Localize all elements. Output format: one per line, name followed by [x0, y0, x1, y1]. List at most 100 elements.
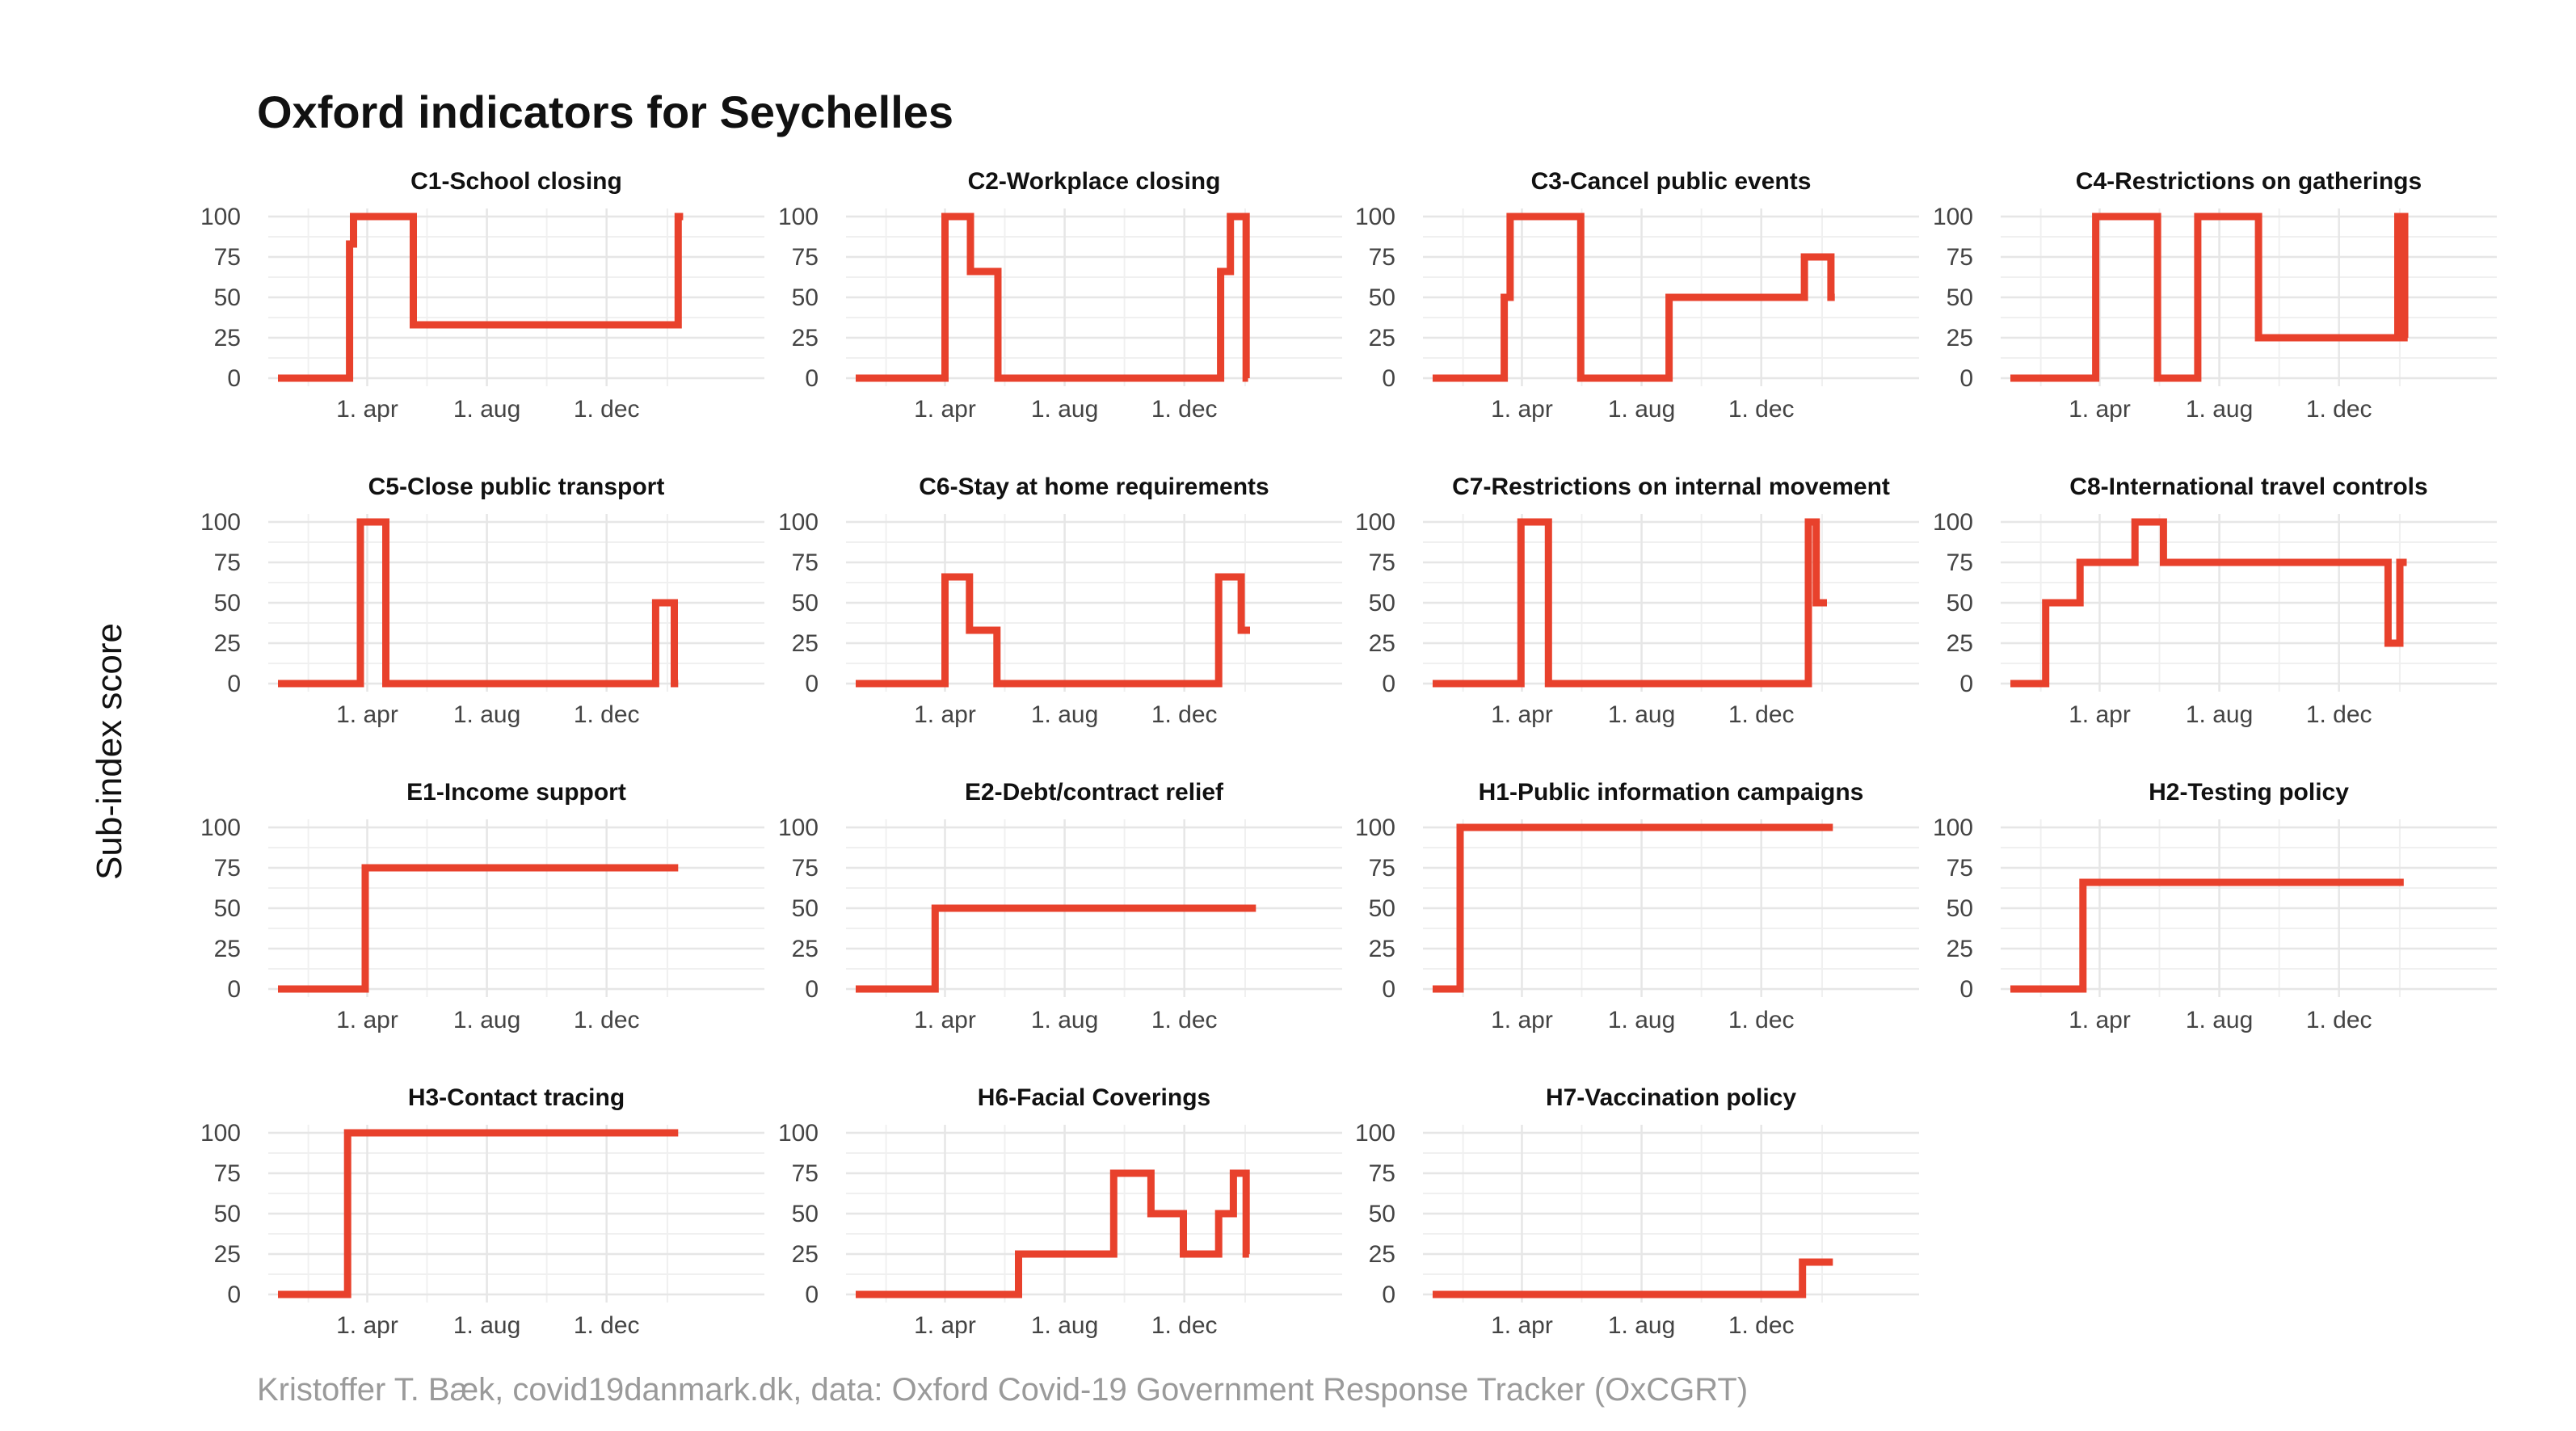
- series-line: [856, 573, 1250, 688]
- y-tick-label: 0: [1382, 671, 1395, 697]
- y-tick-label: 75: [792, 855, 819, 882]
- panel-title: H7-Vaccination policy: [1546, 1084, 1796, 1111]
- series-line: [278, 213, 684, 382]
- y-tick-label: 50: [1369, 590, 1395, 617]
- y-tick-label: 25: [214, 325, 241, 351]
- y-tick-label: 75: [214, 244, 241, 271]
- panel-3: C3-Cancel public events 0 25 50 75 100 1. apr 1…: [1355, 168, 1919, 423]
- x-tick-label: 1. aug: [1031, 1312, 1098, 1339]
- y-tick-label: 0: [227, 365, 241, 392]
- y-tick-label: 25: [1947, 325, 1973, 351]
- panel-14: H6-Facial Coverings 0 25 50 75 100 1. apr 1. au…: [778, 1084, 1342, 1339]
- series-line: [2010, 518, 2407, 688]
- y-tick-label: 50: [214, 590, 241, 617]
- y-tick-label: 50: [214, 1201, 241, 1227]
- x-tick-label: 1. dec: [2306, 701, 2372, 728]
- y-tick-label: 0: [805, 1282, 819, 1308]
- x-tick-label: 1. apr: [336, 396, 398, 423]
- panel-title: C8-International travel controls: [2069, 473, 2427, 500]
- x-tick-label: 1. dec: [574, 396, 640, 423]
- x-tick-label: 1. dec: [1151, 1312, 1218, 1339]
- x-tick-label: 1. aug: [453, 1312, 520, 1339]
- panel-12: H2-Testing policy 0 25 50 75 100 1. apr 1. aug 1…: [1933, 779, 2497, 1033]
- y-tick-label: 75: [1947, 855, 1973, 882]
- x-tick-label: 1. dec: [574, 701, 640, 728]
- x-tick-label: 1. dec: [1151, 701, 1218, 728]
- y-tick-label: 50: [792, 590, 819, 617]
- y-tick-label: 100: [200, 814, 241, 841]
- x-tick-label: 1. dec: [1728, 701, 1795, 728]
- y-tick-label: 25: [1947, 630, 1973, 657]
- y-tick-label: 75: [1947, 549, 1973, 576]
- panel-5: C5-Close public transport 0 25 50 75 100 1. ap…: [200, 473, 764, 728]
- y-tick-label: 0: [1382, 365, 1395, 392]
- y-tick-label: 50: [792, 284, 819, 311]
- x-tick-label: 1. aug: [1608, 396, 1675, 423]
- y-tick-label: 0: [805, 671, 819, 697]
- panel-15: H7-Vaccination policy 0 25 50 75 100 1. apr 1. …: [1355, 1084, 1919, 1339]
- chart-title: Oxford indicators for Seychelles: [257, 86, 953, 137]
- panel-title: H1-Public information campaigns: [1479, 779, 1864, 806]
- x-tick-label: 1. apr: [914, 1312, 976, 1339]
- panel-13: H3-Contact tracing 0 25 50 75 100 1. apr 1. aug…: [200, 1084, 764, 1339]
- y-tick-label: 25: [792, 630, 819, 657]
- y-tick-label: 75: [792, 549, 819, 576]
- panel-title: C5-Close public transport: [368, 473, 665, 500]
- y-tick-label: 25: [792, 1241, 819, 1268]
- x-tick-label: 1. apr: [336, 1312, 398, 1339]
- series-line: [856, 904, 1256, 993]
- y-tick-label: 25: [214, 936, 241, 962]
- x-tick-label: 1. dec: [2306, 1007, 2372, 1033]
- x-tick-label: 1. aug: [1608, 1007, 1675, 1033]
- x-tick-label: 1. dec: [1728, 1312, 1795, 1339]
- x-tick-label: 1. aug: [1031, 396, 1098, 423]
- x-tick-label: 1. aug: [453, 1007, 520, 1033]
- x-tick-label: 1. dec: [574, 1007, 640, 1033]
- y-tick-label: 25: [214, 1241, 241, 1268]
- series-line: [856, 1169, 1250, 1298]
- panel-title: H3-Contact tracing: [408, 1084, 625, 1111]
- y-axis-label: Sub-index score: [90, 623, 129, 880]
- x-tick-label: 1. aug: [453, 701, 520, 728]
- series-line: [1433, 213, 1835, 382]
- y-tick-label: 100: [1933, 509, 1973, 536]
- x-tick-label: 1. apr: [1491, 1007, 1553, 1033]
- y-tick-label: 0: [1382, 976, 1395, 1003]
- y-tick-label: 25: [1369, 1241, 1395, 1268]
- x-tick-label: 1. aug: [1031, 701, 1098, 728]
- x-tick-label: 1. apr: [336, 1007, 398, 1033]
- y-tick-label: 50: [792, 1201, 819, 1227]
- y-tick-label: 0: [1959, 365, 1973, 392]
- y-tick-label: 100: [200, 204, 241, 230]
- panel-4: C4-Restrictions on gatherings 0 25 50 75 100 1…: [1933, 168, 2497, 423]
- panel-title: C1-School closing: [410, 168, 622, 195]
- y-tick-label: 100: [1355, 814, 1395, 841]
- y-tick-label: 75: [1369, 1160, 1395, 1187]
- y-tick-label: 25: [792, 936, 819, 962]
- y-tick-label: 75: [1947, 244, 1973, 271]
- y-tick-label: 50: [1369, 284, 1395, 311]
- y-tick-label: 75: [1369, 549, 1395, 576]
- y-tick-label: 50: [214, 284, 241, 311]
- panel-title: E2-Debt/contract relief: [965, 779, 1224, 806]
- panel-title: E1-Income support: [406, 779, 626, 806]
- y-tick-label: 0: [227, 671, 241, 697]
- y-tick-label: 100: [778, 1120, 819, 1147]
- x-tick-label: 1. aug: [1031, 1007, 1098, 1033]
- y-tick-label: 25: [1369, 936, 1395, 962]
- y-tick-label: 0: [805, 365, 819, 392]
- x-tick-label: 1. aug: [1608, 701, 1675, 728]
- series-line: [1433, 518, 1827, 688]
- x-tick-label: 1. apr: [914, 1007, 976, 1033]
- y-tick-label: 25: [214, 630, 241, 657]
- series-line: [278, 864, 679, 993]
- panel-6: C6-Stay at home requirements 0 25 50 75 100 1.…: [778, 473, 1342, 728]
- panel-title: C7-Restrictions on internal movement: [1452, 473, 1890, 500]
- panel-title: H2-Testing policy: [2149, 779, 2349, 806]
- panel-title: C6-Stay at home requirements: [919, 473, 1269, 500]
- y-tick-label: 0: [1382, 1282, 1395, 1308]
- y-tick-label: 50: [1947, 590, 1973, 617]
- y-tick-label: 100: [1933, 814, 1973, 841]
- x-tick-label: 1. apr: [336, 701, 398, 728]
